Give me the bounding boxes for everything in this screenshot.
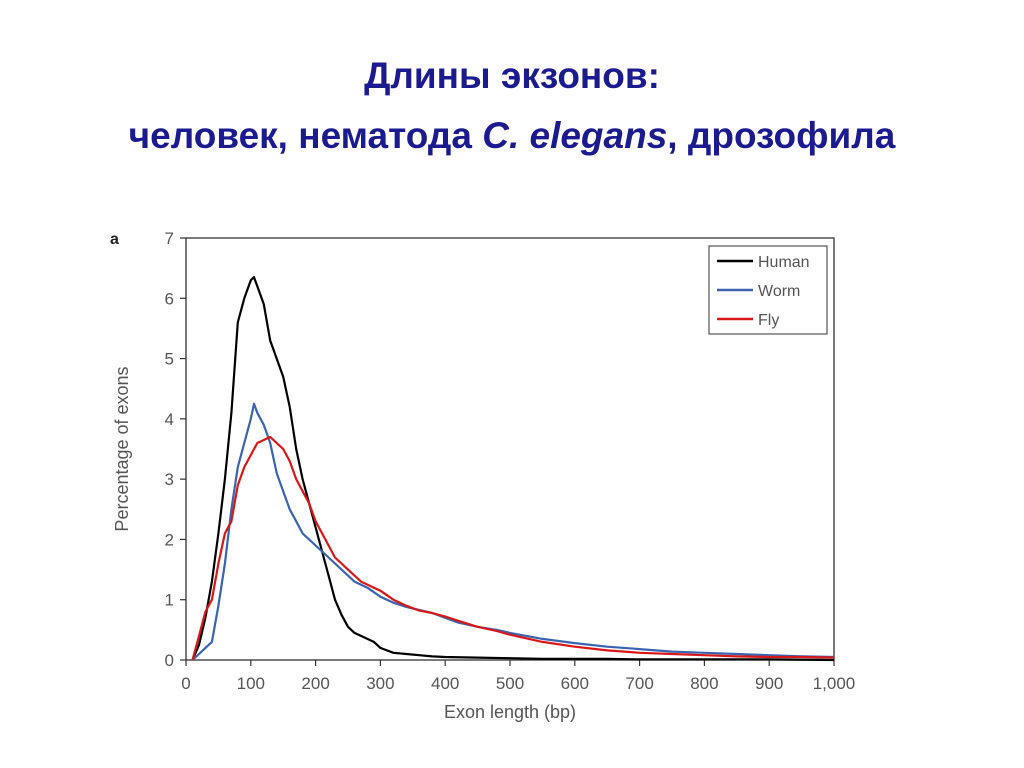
x-tick-label: 400 [431, 674, 459, 693]
x-tick-label: 500 [496, 674, 524, 693]
y-tick-label: 6 [165, 289, 174, 308]
y-tick-label: 7 [165, 229, 174, 248]
title-line-2-part-2: , дрозофила [667, 115, 896, 156]
y-tick-label: 2 [165, 530, 174, 549]
legend-label-human: Human [758, 254, 810, 271]
legend-label-worm: Worm [758, 283, 800, 300]
x-tick-label: 900 [755, 674, 783, 693]
x-tick-label: 300 [366, 674, 394, 693]
y-tick-label: 0 [165, 651, 174, 670]
x-tick-label: 1,000 [813, 674, 856, 693]
series-line-human [191, 276, 835, 662]
x-tick-label: 800 [690, 674, 718, 693]
title-line-2-italic: C. elegans [482, 115, 668, 156]
x-tick-label: 600 [561, 674, 589, 693]
x-axis: 0 100 200 300 400 500 600 700 800 900 1,000 [181, 660, 855, 693]
series-line-worm [191, 402, 835, 661]
x-tick-label: 700 [625, 674, 653, 693]
y-tick-label: 1 [165, 591, 174, 610]
y-axis-label: Percentage of exons [112, 366, 132, 531]
series-lines [191, 276, 835, 662]
series-line-fly [191, 435, 835, 661]
title-line-2-part-1: человек, нематода [128, 115, 483, 156]
x-tick-label: 100 [237, 674, 265, 693]
title-line-1: Длины экзонов: [364, 55, 660, 96]
y-tick-label: 5 [165, 350, 174, 369]
x-axis-label: Exon length (bp) [444, 702, 576, 722]
x-tick-label: 0 [181, 674, 190, 693]
title-line-2: человек, нематода C. elegans, дрозофила [0, 106, 1024, 166]
legend-label-fly: Fly [758, 312, 779, 329]
y-tick-label: 3 [165, 470, 174, 489]
y-axis: 0 1 2 3 4 5 6 7 [165, 229, 186, 670]
panel-label: a [110, 231, 119, 248]
y-tick-label: 4 [165, 410, 174, 429]
x-tick-label: 200 [301, 674, 329, 693]
slide-title: Длины экзонов: человек, нематода C. eleg… [0, 46, 1024, 166]
legend: Human Worm Fly [708, 245, 828, 335]
